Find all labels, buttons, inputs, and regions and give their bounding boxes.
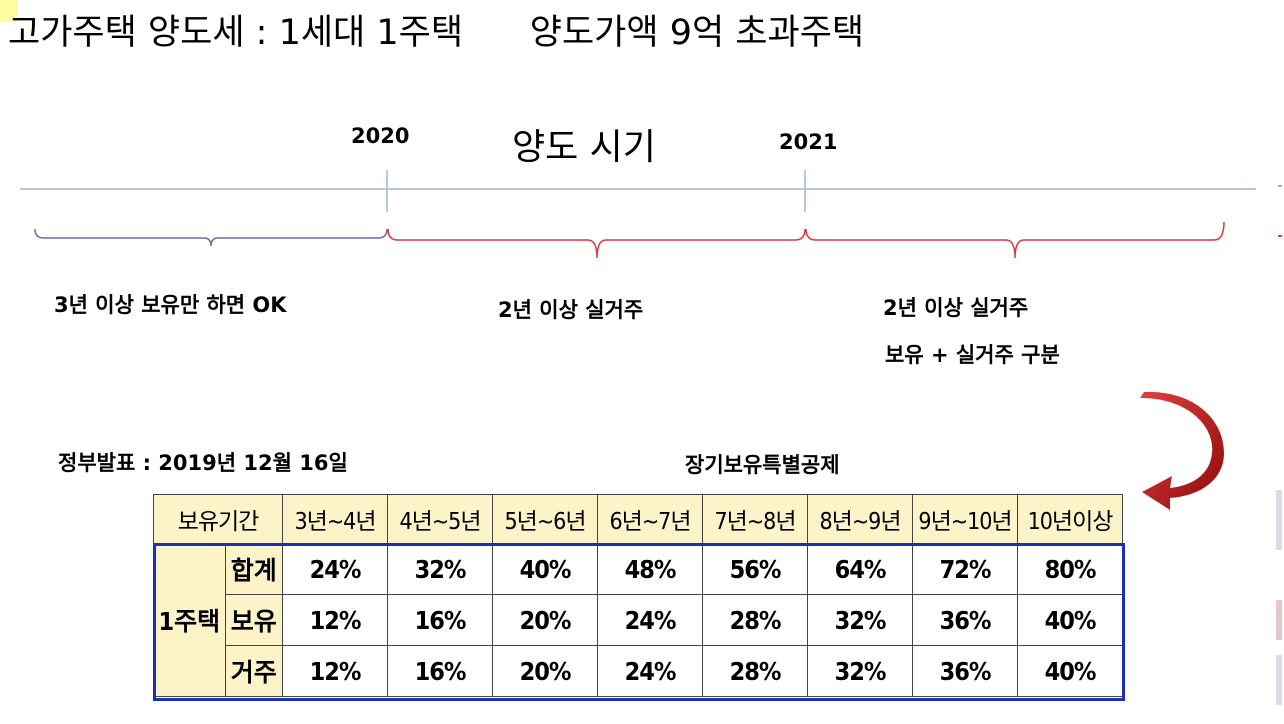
column-header: 10년이상 — [1017, 494, 1123, 544]
column-header: 4년~5년 — [387, 494, 493, 544]
column-header: 6년~7년 — [597, 494, 703, 544]
table-cell: 48% — [597, 543, 703, 595]
table-cell: 20% — [492, 645, 598, 697]
table-row: 보유 12% 16% 20% 24% 28% 32% 36% 40% — [154, 594, 1123, 646]
table-cell: 16% — [387, 594, 493, 646]
brace-segment2 — [387, 228, 806, 259]
table-title: 장기보유특별공제 — [685, 453, 840, 477]
table-cell: 24% — [597, 594, 703, 646]
timeline-center-label: 양도 시기 — [512, 127, 656, 168]
table-cell: 12% — [282, 645, 388, 697]
table-cell: 56% — [702, 543, 808, 595]
segment3-label-line1: 2년 이상 실거주 — [883, 296, 1029, 320]
column-header: 5년~6년 — [492, 494, 598, 544]
year-2020-label: 2020 — [351, 124, 410, 148]
right-edge-strip — [1276, 185, 1282, 705]
column-header: 9년~10년 — [912, 494, 1018, 544]
row-label-total: 합계 — [224, 543, 284, 595]
table-cell: 40% — [1017, 594, 1123, 646]
table-cell: 80% — [1017, 543, 1123, 595]
year-2021-label: 2021 — [779, 130, 838, 154]
table-row: 거주 12% 16% 20% 24% 28% 32% 36% 40% — [154, 645, 1123, 697]
table-cell: 32% — [387, 543, 493, 595]
table-cell: 24% — [282, 543, 388, 595]
table-cell: 36% — [912, 645, 1018, 697]
column-header: 3년~4년 — [282, 494, 388, 544]
deduction-table: 보유기간 3년~4년 4년~5년 5년~6년 6년~7년 7년~8년 8년~9년… — [153, 494, 1123, 697]
segment1-label: 3년 이상 보유만 하면 OK — [54, 293, 287, 317]
page-title: 고가주택 양도세 : 1세대 1주택 양도가액 9억 초과주택 — [8, 13, 865, 53]
column-header: 7년~8년 — [702, 494, 808, 544]
table-cell: 64% — [807, 543, 913, 595]
table-cell: 72% — [912, 543, 1018, 595]
table-cell: 40% — [492, 543, 598, 595]
header-holding-period: 보유기간 — [153, 494, 283, 544]
row-label-holding: 보유 — [224, 594, 284, 646]
highlight-mark — [0, 0, 18, 22]
timeline — [20, 170, 1256, 259]
table-cell: 28% — [702, 645, 808, 697]
table-cell: 28% — [702, 594, 808, 646]
curved-arrow-icon — [1140, 391, 1224, 510]
table-header-row: 보유기간 3년~4년 4년~5년 5년~6년 6년~7년 7년~8년 8년~9년… — [153, 494, 1123, 544]
announcement-label: 정부발표 : 2019년 12월 16일 — [58, 451, 348, 475]
table-cell: 16% — [387, 645, 493, 697]
brace-segment3 — [805, 221, 1225, 259]
table-cell: 32% — [807, 594, 913, 646]
segment2-label: 2년 이상 실거주 — [498, 298, 644, 322]
column-header: 8년~9년 — [807, 494, 913, 544]
table-cell: 40% — [1017, 645, 1123, 697]
group-label-1house: 1주택 — [153, 543, 226, 697]
brace-segment1 — [34, 228, 388, 247]
table-cell: 20% — [492, 594, 598, 646]
table-cell: 32% — [807, 645, 913, 697]
table-cell: 36% — [912, 594, 1018, 646]
table-cell: 12% — [282, 594, 388, 646]
segment3-label-line2: 보유 + 실거주 구분 — [885, 343, 1060, 367]
row-label-residence: 거주 — [224, 645, 284, 697]
table-cell: 24% — [597, 645, 703, 697]
table-row: 1주택 합계 24% 32% 40% 48% 56% 64% 72% 80% — [153, 543, 1123, 697]
